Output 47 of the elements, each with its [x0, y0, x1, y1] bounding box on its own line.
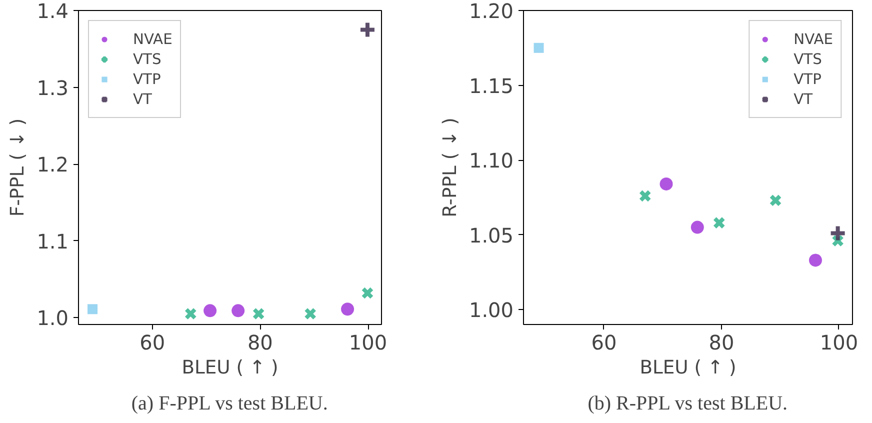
y-tick-label: 1.05: [468, 223, 514, 248]
x-tick-label: 80: [247, 330, 273, 354]
y-tick-label: 1.15: [468, 74, 514, 98]
y-tick-label: 1.1: [36, 229, 69, 254]
y-tick-label: 1.3: [36, 76, 69, 100]
point: [88, 304, 98, 314]
y-tick-label: 1.20: [468, 0, 514, 23]
y-tick-label: 1.00: [468, 298, 514, 322]
y-axis-title: F-PPL ( ↓ ): [8, 118, 29, 217]
point: [341, 302, 354, 316]
legend-label: VTP: [133, 70, 161, 88]
x-tick-label: 60: [140, 330, 166, 354]
point: [769, 194, 782, 207]
x-tick-label: 100: [820, 330, 858, 354]
x-tick-label: 60: [591, 330, 617, 354]
point: [638, 190, 652, 202]
point: [232, 304, 245, 318]
point: [660, 177, 673, 190]
x-axis-title: BLEU ( ↑ ): [640, 358, 736, 378]
y-tick-label: 1.0: [36, 306, 69, 330]
x-axis-title: BLEU ( ↑ ): [182, 358, 278, 378]
x-tick-label: 100: [348, 330, 388, 354]
point: [690, 220, 704, 234]
legend-label: VT: [133, 90, 153, 108]
point: [358, 20, 376, 39]
legend-label: VTS: [133, 50, 162, 68]
point: [204, 304, 217, 318]
y-axis-title: R-PPL ( ↓ ): [440, 118, 461, 218]
legend-label: NVAE: [794, 30, 833, 48]
legend-label: VTS: [794, 50, 822, 68]
point: [712, 216, 726, 230]
point: [252, 308, 265, 320]
text: (b) R-PPL vs test BLEU.: [588, 392, 788, 414]
point: [184, 308, 197, 320]
point: [304, 308, 317, 320]
text: (a) F-PPL vs test BLEU.: [131, 392, 328, 414]
y-tick-label: 1.2: [36, 152, 69, 177]
point: [828, 224, 847, 242]
y-tick-label: 1.4: [36, 0, 69, 23]
legend-label: VT: [794, 90, 814, 108]
y-tick-label: 1.10: [468, 148, 514, 173]
point: [534, 42, 544, 53]
point: [808, 254, 822, 267]
point: [361, 286, 374, 300]
x-tick-label: 80: [708, 330, 734, 354]
legend-label: NVAE: [133, 30, 172, 48]
legend-label: VTP: [794, 70, 822, 88]
